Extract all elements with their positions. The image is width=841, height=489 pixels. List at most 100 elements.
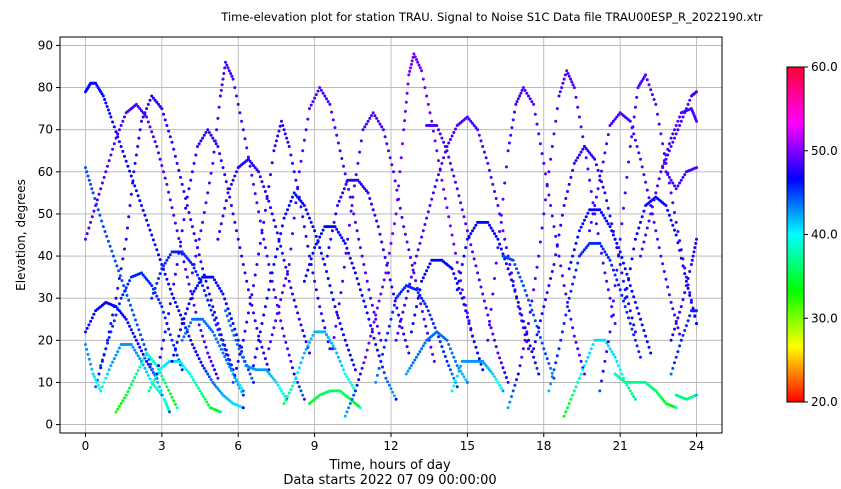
data-point: [574, 385, 578, 389]
data-point: [467, 319, 471, 323]
data-point: [130, 308, 134, 312]
data-point: [579, 150, 583, 154]
data-point: [175, 263, 179, 266]
data-point: [674, 322, 678, 325]
data-point: [392, 303, 396, 307]
data-point: [437, 335, 440, 339]
data-point: [189, 218, 193, 222]
data-point: [350, 397, 354, 401]
data-point: [555, 107, 559, 111]
data-point: [603, 191, 607, 195]
data-point: [86, 352, 90, 356]
data-point: [253, 319, 257, 323]
data-point: [158, 301, 162, 305]
data-point: [352, 393, 356, 397]
data-point: [274, 296, 278, 299]
data-point: [194, 286, 198, 290]
data-point: [255, 168, 259, 172]
data-point: [263, 208, 267, 212]
data-point: [184, 326, 188, 330]
data-point: [489, 307, 493, 311]
data-point: [192, 346, 196, 350]
data-point: [407, 248, 411, 252]
data-point: [373, 114, 377, 118]
data-point: [253, 273, 257, 277]
data-point: [615, 359, 619, 363]
data-point: [662, 161, 666, 165]
data-point: [547, 362, 551, 365]
data-point: [204, 201, 208, 205]
data-point: [213, 318, 216, 322]
data-point: [234, 338, 238, 342]
data-point: [635, 344, 639, 348]
chart-title: Time-elevation plot for station TRAU. Si…: [220, 10, 763, 24]
data-point: [681, 264, 685, 268]
data-point: [140, 349, 143, 353]
data-point: [574, 241, 578, 245]
data-point: [367, 288, 371, 292]
data-point: [209, 171, 213, 175]
data-point: [199, 229, 203, 233]
data-point: [581, 222, 585, 226]
data-point: [405, 91, 409, 95]
data-point: [242, 359, 246, 363]
data-point: [313, 246, 317, 250]
data-point: [284, 340, 288, 344]
data-point: [299, 159, 303, 163]
data-point: [286, 208, 289, 212]
data-point: [549, 366, 553, 370]
data-point: [209, 378, 213, 382]
data-point: [555, 354, 559, 358]
data-point: [498, 383, 502, 387]
data-point: [168, 198, 172, 202]
data-point: [269, 173, 272, 177]
data-point: [465, 380, 469, 384]
data-point: [200, 392, 204, 396]
data-point: [84, 237, 87, 241]
data-point: [550, 270, 554, 273]
data-point: [281, 124, 285, 127]
data-point: [277, 239, 281, 243]
data-point: [333, 347, 337, 351]
data-point: [87, 178, 91, 182]
data-point: [560, 213, 564, 217]
data-point: [516, 305, 520, 309]
data-point: [189, 297, 193, 301]
data-point: [138, 128, 142, 132]
data-point: [596, 232, 600, 236]
data-point: [332, 220, 336, 224]
data-point: [243, 329, 247, 333]
data-point: [190, 343, 194, 346]
data-point: [357, 282, 361, 286]
data-point: [296, 311, 300, 315]
data-point: [388, 278, 392, 282]
data-point: [343, 172, 347, 176]
colorbar: [786, 66, 805, 403]
data-point: [639, 220, 642, 224]
data-point: [273, 378, 277, 382]
data-point: [114, 313, 118, 317]
data-point: [364, 122, 368, 126]
data-point: [376, 225, 380, 229]
data-point: [435, 124, 439, 127]
data-point: [308, 107, 311, 111]
data-point: [145, 359, 149, 363]
data-point: [661, 397, 665, 401]
data-point: [667, 293, 671, 297]
data-point: [589, 220, 593, 224]
data-point: [187, 334, 191, 338]
data-point: [586, 355, 590, 359]
data-point: [523, 88, 527, 92]
data-point: [686, 102, 690, 106]
data-point: [129, 174, 133, 178]
data-point: [240, 119, 244, 123]
data-point: [620, 271, 624, 275]
data-point: [384, 338, 388, 342]
data-point: [630, 392, 634, 396]
data-point: [189, 321, 193, 325]
data-point: [528, 310, 532, 314]
data-point: [523, 326, 527, 330]
data-point: [104, 101, 108, 105]
data-point: [637, 350, 641, 354]
data-point: [165, 277, 169, 281]
